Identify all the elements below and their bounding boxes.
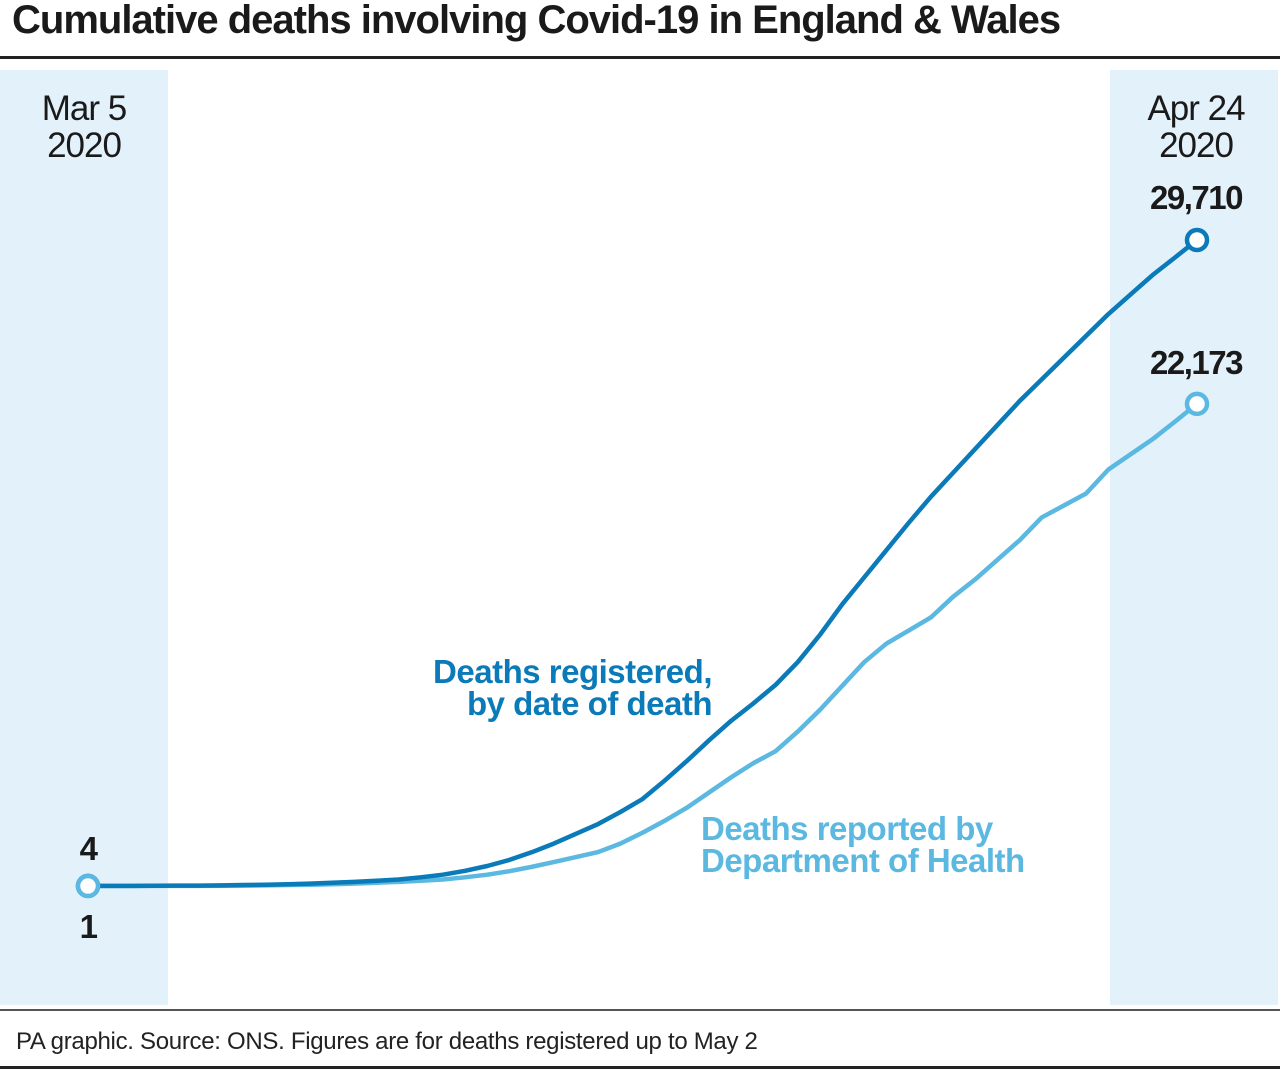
dark-series-label: Deaths registered, by date of death	[433, 653, 713, 722]
light-series-end-label: 22,173	[1150, 344, 1243, 381]
start-date-label: Mar 5 2020	[0, 90, 168, 164]
dark-series-end-label: 29,710	[1150, 179, 1243, 216]
light-series-label-line: Department of Health	[701, 842, 1025, 879]
start-date-year: 2020	[47, 126, 122, 165]
start-date-month: Mar 5	[41, 89, 127, 128]
dark-series-end-marker	[1184, 227, 1210, 253]
end-date-month: Apr 24	[1147, 89, 1245, 128]
light-series-end-marker	[1184, 391, 1210, 417]
end-date-year: 2020	[1159, 126, 1234, 165]
start-date-band	[0, 70, 168, 1005]
footer-rule	[0, 1009, 1280, 1011]
chart-title: Cumulative deaths involving Covid-19 in …	[12, 0, 1061, 42]
dark-series-label-line: by date of death	[466, 685, 713, 722]
bottom-rule	[0, 1066, 1280, 1069]
light-series-start-label: 1	[79, 908, 98, 945]
end-date-band	[1110, 70, 1278, 1005]
dark-series-line	[87, 238, 1199, 889]
dark-series-label-line: Deaths registered,	[433, 653, 712, 690]
dark-series-start-label: 4	[79, 830, 98, 867]
light-series-start-marker	[75, 873, 101, 899]
light-series-line	[88, 402, 1199, 889]
light-series-label: Deaths reported by Department of Health	[701, 810, 1025, 879]
title-rule	[0, 56, 1280, 59]
light-series-label-line: Deaths reported by	[701, 810, 993, 847]
end-date-label: Apr 24 2020	[1112, 90, 1280, 164]
footer-source: PA graphic. Source: ONS. Figures are for…	[16, 1028, 758, 1055]
